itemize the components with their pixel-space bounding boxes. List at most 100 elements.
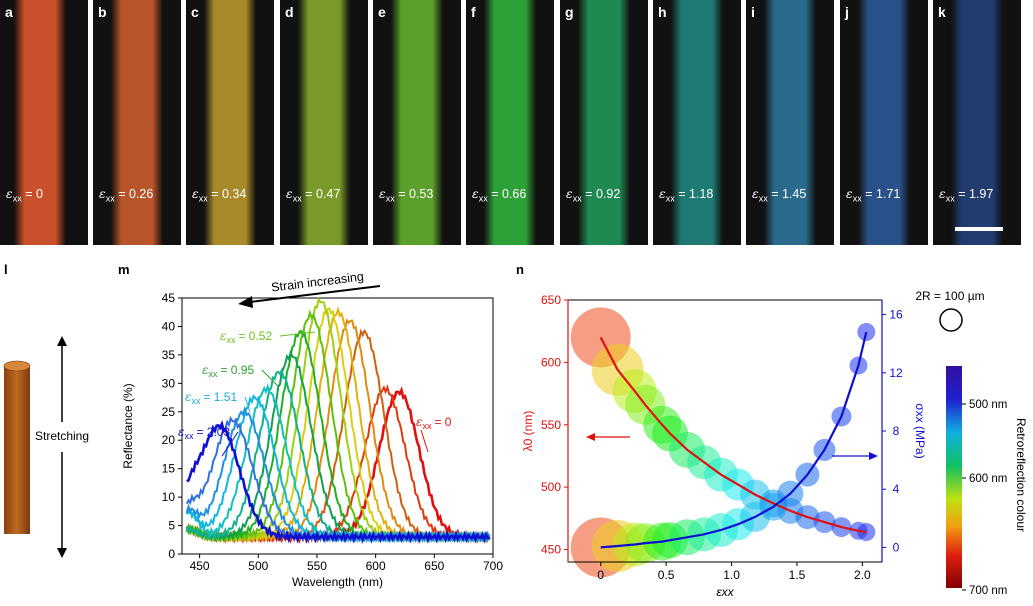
panel-letter: g: [565, 4, 574, 20]
annotation-pointer: [279, 331, 316, 337]
strain-symbol: ε: [99, 186, 106, 201]
y-right-tick-label: 8: [893, 424, 900, 438]
annotation-pointer: [420, 429, 429, 453]
strain-label: εxx = 0: [6, 186, 43, 204]
strain-arrow: [249, 285, 381, 303]
strain-label: εxx = 0.47: [286, 186, 340, 204]
strain-symbol: ε: [752, 186, 759, 201]
strain-symbol: ε: [6, 186, 13, 201]
colorbar-tick-label: 600 nm: [969, 473, 1007, 485]
y-left-tick-label: 450: [541, 543, 561, 557]
y-right-axis-label: σxx (MPa): [913, 403, 927, 458]
fiber-image: [298, 0, 350, 245]
fiber-image: [391, 0, 443, 245]
y-tick-label: 30: [162, 376, 176, 390]
micrograph-panel: j εxx = 1.71: [840, 0, 928, 245]
strain-arrow-head: [238, 296, 253, 308]
stretching-label: Stretching: [35, 429, 89, 443]
strain-value: = 1.71: [865, 187, 901, 201]
strain-annotation: εxx = 2.03: [178, 425, 230, 441]
panel-letter: i: [751, 4, 755, 20]
strain-symbol: ε: [379, 186, 386, 201]
panel-letter: d: [285, 4, 294, 20]
panel-letter: f: [471, 4, 476, 20]
panel-l-letter: l: [4, 262, 8, 277]
strain-label: εxx = 0.34: [192, 186, 246, 204]
panel-letter: a: [5, 4, 13, 20]
micrograph-panel: d εxx = 0.47: [280, 0, 368, 245]
fiber-image: [204, 0, 256, 245]
strain-value: = 0.26: [118, 187, 154, 201]
fiber-image: [951, 0, 1003, 245]
strain-annotation: εxx = 0.52: [220, 329, 272, 345]
strain-value: = 1.18: [678, 187, 714, 201]
wavelength-fit: [599, 336, 867, 534]
colorbar-tick-label: 700 nm: [969, 585, 1007, 597]
y-tick-label: 35: [162, 348, 176, 362]
strain-annotation: εxx = 1.51: [185, 390, 237, 406]
size-legend-label: 2R = 100 µm: [915, 289, 984, 303]
y-left-tick-label: 600: [541, 355, 561, 369]
strain-increasing-label: Strain increasing: [270, 270, 364, 295]
fiber-cylinder: [4, 366, 30, 534]
size-legend-circle: [939, 308, 963, 332]
panel-letter: c: [191, 4, 199, 20]
panel-letter: h: [658, 4, 667, 20]
panel-n-letter: n: [516, 262, 524, 277]
x-tick-label: 1.5: [789, 568, 806, 582]
strain-symbol: ε: [846, 186, 853, 201]
strain-value: = 1.97: [958, 187, 994, 201]
y-left-tick-label: 500: [541, 480, 561, 494]
strain-label: εxx = 0.92: [566, 186, 620, 204]
x-tick-label: 450: [190, 559, 210, 573]
fiber-top: [3, 360, 31, 372]
annotation-pointer: [244, 396, 251, 413]
micrograph-panel: c εxx = 0.34: [186, 0, 274, 245]
micrograph-panel: f εxx = 0.66: [466, 0, 554, 245]
y-tick-label: 40: [162, 319, 176, 333]
strain-label: εxx = 0.53: [379, 186, 433, 204]
stress-fit: [600, 331, 868, 549]
strain-symbol: ε: [939, 186, 946, 201]
annotation-pointer: [261, 369, 279, 387]
x-tick-label: 2.0: [854, 568, 871, 582]
strain-sub: xx: [12, 193, 22, 204]
colorbar: [946, 366, 962, 588]
micrograph-panel: h εxx = 1.18: [653, 0, 741, 245]
colorbar-title: Retroreflection colour: [1014, 418, 1028, 532]
strain-symbol: ε: [286, 186, 293, 201]
fiber-image: [14, 0, 66, 245]
x-tick-label: 500: [248, 559, 268, 573]
strain-annotation: εxx = 0: [416, 415, 452, 431]
strain-value: = 0.92: [585, 187, 621, 201]
y-right-tick-label: 4: [893, 482, 900, 496]
strain-value: = 0: [25, 187, 43, 201]
strain-sub: xx: [945, 193, 955, 204]
strain-annotation: εxx = 0.95: [202, 363, 254, 379]
x-tick-label: 700: [483, 559, 503, 573]
y-left-tick-label: 650: [541, 293, 561, 307]
fiber-image: [671, 0, 723, 245]
scale-bar: [955, 227, 1003, 231]
strain-label: εxx = 1.18: [659, 186, 713, 204]
x-tick-label: 0: [597, 568, 604, 582]
y-axis-label: Reflectance (%): [121, 383, 135, 468]
micrograph-panel: a εxx = 0: [0, 0, 88, 245]
strain-sub: xx: [665, 193, 675, 204]
panel-letter: j: [845, 4, 849, 20]
strain-symbol: ε: [566, 186, 573, 201]
strain-value: = 0.47: [305, 187, 341, 201]
strain-symbol: ε: [192, 186, 199, 201]
wavelength-stress-chart: 0 0.5 1.0 1.5 2.0 450 500 550 600 650 0 4 8 12 16 εxx λ0…: [521, 289, 1028, 599]
y-tick-label: 20: [162, 433, 176, 447]
colorbar-tick-label: 500 nm: [969, 399, 1007, 411]
y-right-tick-label: 12: [889, 366, 903, 380]
y-right-tick-label: 16: [889, 308, 903, 322]
strain-label: εxx = 1.45: [752, 186, 806, 204]
strain-label: εxx = 0.66: [472, 186, 526, 204]
x-tick-label: 1.0: [723, 568, 740, 582]
strain-value: = 1.45: [771, 187, 807, 201]
y-left-tick-label: 550: [541, 418, 561, 432]
x-axis-label: Wavelength (nm): [292, 575, 383, 589]
strain-value: = 0.66: [491, 187, 527, 201]
